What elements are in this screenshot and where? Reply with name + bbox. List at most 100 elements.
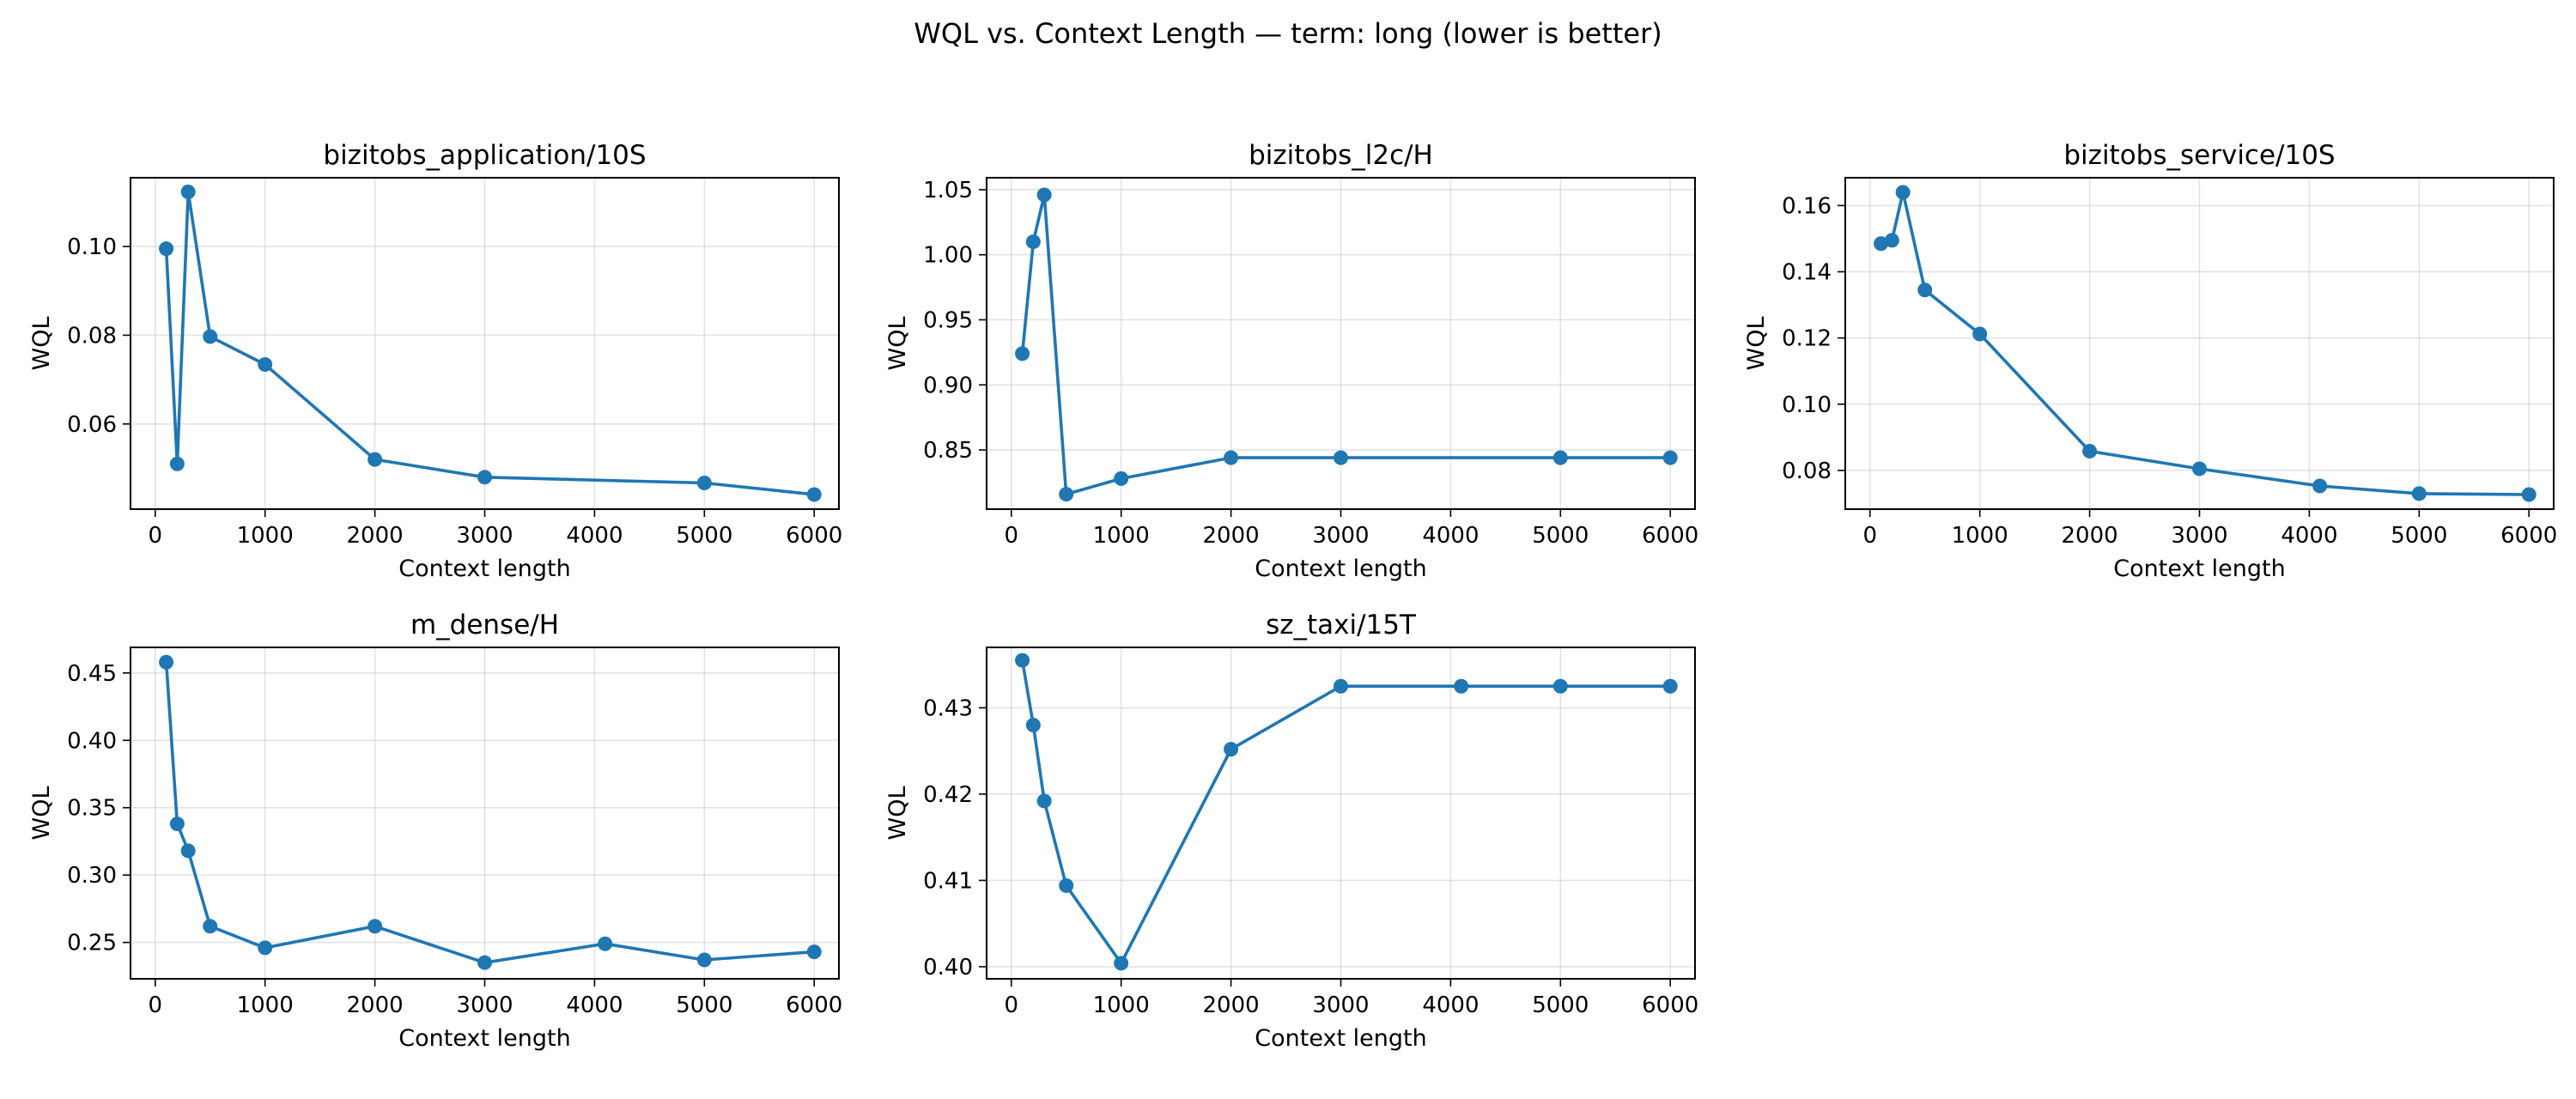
x-tick-label: 6000	[786, 523, 842, 549]
y-axis-label: WQL	[1743, 317, 1770, 371]
data-point	[1972, 326, 1988, 342]
subplot-bizitobs-l2c-h: 0 1000 2000 3000 4000 5000 6000 0.85 0.90 0.95 1.0…	[884, 140, 1698, 582]
x-tick-label: 1000	[1093, 993, 1150, 1018]
x-tick-label: 0	[1005, 523, 1019, 549]
y-tick-label: 0.12	[1782, 326, 1832, 352]
x-tick-label: 3000	[1312, 523, 1369, 549]
x-axis-label: Context length	[398, 1025, 570, 1052]
data-point	[696, 952, 712, 968]
data-point	[1036, 793, 1052, 809]
x-tick-label: 5000	[676, 523, 732, 549]
data-point	[1224, 450, 1239, 465]
x-tick-label: 1000	[1952, 523, 2008, 549]
data-point	[598, 936, 613, 951]
data-point	[1334, 450, 1348, 465]
x-tick-label: 1000	[1093, 523, 1150, 549]
data-point	[169, 456, 185, 471]
x-tick-label: 0	[1863, 523, 1878, 549]
x-axis-label: Context length	[1255, 556, 1426, 582]
y-tick-label: 1.00	[923, 243, 973, 269]
x-tick-label: 2000	[347, 523, 404, 549]
y-tick-label: 0.10	[67, 234, 117, 260]
x-tick-label: 0	[149, 993, 163, 1018]
data-point	[806, 944, 822, 960]
data-point	[159, 241, 174, 257]
subplot-grid: 0 1000 2000 3000 4000 5000 6000 0.06 0.08 0.10 biz…	[28, 140, 2557, 1052]
y-tick-label: 0.25	[67, 931, 117, 956]
subplot-title: bizitobs_l2c/H	[1249, 140, 1433, 171]
x-axis-label: Context length	[2113, 556, 2285, 582]
y-tick-label: 0.16	[1782, 193, 1832, 219]
data-point	[1114, 956, 1129, 971]
data-point	[2312, 478, 2328, 494]
subplot-bizitobs-service-10s: 0 1000 2000 3000 4000 5000 6000 0.08 0.10 0.12 0.1…	[1743, 140, 2557, 582]
y-axis-label: WQL	[884, 786, 911, 841]
y-axis-label: WQL	[28, 786, 55, 841]
y-tick-label: 0.06	[67, 412, 117, 438]
x-tick-label: 6000	[2500, 523, 2557, 549]
x-tick-label: 4000	[566, 523, 623, 549]
y-tick-label: 0.95	[923, 307, 973, 333]
data-point	[1662, 678, 1678, 694]
y-tick-label: 0.14	[1782, 260, 1832, 286]
data-point	[1059, 487, 1074, 502]
data-point	[477, 955, 492, 970]
x-tick-label: 5000	[1532, 993, 1589, 1018]
data-point	[2521, 487, 2537, 502]
data-point	[1036, 187, 1052, 203]
data-point	[806, 487, 822, 502]
subplot-sz-taxi-15t: 0 1000 2000 3000 4000 5000 6000 0.40 0.41 0.42 0.4…	[884, 610, 1698, 1052]
data-point	[1015, 346, 1030, 361]
data-point	[1025, 234, 1041, 250]
y-axis-label: WQL	[28, 317, 55, 371]
y-tick-label: 0.40	[67, 728, 117, 754]
subplot-title: sz_taxi/15T	[1266, 610, 1417, 641]
x-tick-label: 1000	[237, 523, 294, 549]
y-tick-label: 0.42	[923, 782, 973, 808]
y-tick-label: 0.35	[67, 796, 117, 822]
x-tick-label: 3000	[456, 993, 513, 1018]
x-tick-label: 4000	[566, 993, 623, 1018]
data-point	[1552, 678, 1568, 694]
data-point	[1224, 742, 1239, 757]
data-point	[1025, 717, 1041, 732]
y-tick-label: 0.41	[923, 868, 973, 894]
data-point	[258, 357, 273, 373]
subplot-m-dense-h: 0 1000 2000 3000 4000 5000 6000 0.25 0.30 0.35 0.4…	[28, 610, 842, 1052]
y-tick-label: 0.90	[923, 373, 973, 398]
data-point	[2192, 461, 2207, 477]
series-line	[1020, 659, 1671, 965]
series-line	[1880, 191, 2530, 496]
data-point	[368, 919, 383, 934]
x-tick-label: 3000	[1312, 993, 1369, 1018]
data-point	[1015, 653, 1030, 668]
x-tick-label: 5000	[1532, 523, 1589, 549]
y-axis-label: WQL	[884, 317, 911, 371]
data-point	[2411, 486, 2427, 501]
subplot-bizitobs-application-10s: 0 1000 2000 3000 4000 5000 6000 0.06 0.08 0.10 biz…	[28, 140, 842, 582]
y-tick-label: 0.45	[67, 661, 117, 687]
x-tick-label: 2000	[1203, 523, 1260, 549]
data-point	[180, 843, 196, 859]
data-point	[1334, 678, 1348, 694]
x-tick-label: 4000	[1422, 993, 1479, 1018]
y-tick-label: 0.10	[1782, 392, 1832, 418]
data-point	[1874, 236, 1889, 252]
y-tick-label: 0.43	[923, 695, 973, 721]
data-point	[203, 329, 218, 344]
x-tick-label: 6000	[1642, 993, 1698, 1018]
subplot-title: m_dense/H	[410, 610, 559, 641]
y-tick-label: 0.08	[1782, 458, 1832, 484]
data-point	[1552, 450, 1568, 465]
x-tick-label: 6000	[786, 993, 842, 1018]
data-point	[1662, 450, 1678, 465]
y-tick-label: 0.08	[67, 323, 117, 349]
x-tick-label: 2000	[2062, 523, 2118, 549]
data-point	[1895, 185, 1911, 200]
x-axis-label: Context length	[398, 556, 570, 582]
subplot-title: bizitobs_service/10S	[2063, 140, 2335, 171]
subplot-title: bizitobs_application/10S	[323, 140, 646, 171]
data-point	[159, 654, 174, 670]
data-point	[1114, 471, 1129, 486]
data-point	[1059, 877, 1074, 893]
